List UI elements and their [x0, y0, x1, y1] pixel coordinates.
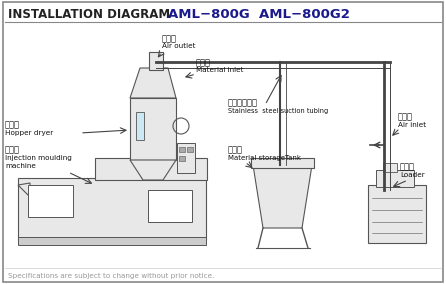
Text: 排風口: 排風口 — [162, 34, 177, 43]
Bar — [148, 190, 192, 222]
Text: 帹燥機: 帹燥機 — [5, 120, 20, 129]
Text: 吸風口: 吸風口 — [398, 112, 413, 121]
Bar — [251, 158, 314, 168]
Text: INSTALLATION DIAGRAM: INSTALLATION DIAGRAM — [8, 7, 170, 20]
Text: Loader: Loader — [400, 172, 425, 178]
Bar — [18, 178, 206, 240]
Bar — [179, 156, 185, 161]
Text: Specifications are subject to change without prior notice.: Specifications are subject to change wit… — [8, 273, 215, 279]
Bar — [368, 185, 426, 243]
Bar — [95, 158, 207, 180]
Bar — [376, 170, 414, 187]
Bar — [130, 98, 176, 160]
Text: 不锈鴻吸料管: 不锈鴻吸料管 — [228, 98, 258, 107]
Bar — [177, 143, 195, 173]
Text: Air outlet: Air outlet — [162, 43, 195, 49]
Bar — [18, 237, 206, 245]
Polygon shape — [253, 165, 312, 228]
Bar — [136, 112, 144, 140]
Bar — [28, 185, 73, 217]
Text: 注塑機: 注塑機 — [5, 145, 20, 154]
Text: Hopper dryer: Hopper dryer — [5, 130, 53, 136]
Text: Air inlet: Air inlet — [398, 122, 426, 128]
Text: Stainless  steel suction tubing: Stainless steel suction tubing — [228, 108, 328, 114]
Text: 吸料機: 吸料機 — [400, 162, 415, 171]
Text: Material storageTank: Material storageTank — [228, 155, 301, 161]
Text: AML−800G  AML−800G2: AML−800G AML−800G2 — [168, 7, 350, 20]
Text: machine: machine — [5, 163, 36, 169]
Bar — [383, 163, 397, 172]
Text: Injection moulding: Injection moulding — [5, 155, 72, 161]
Polygon shape — [130, 68, 176, 98]
Text: 備料櫃: 備料櫃 — [228, 145, 243, 154]
Text: 吸料口: 吸料口 — [196, 58, 211, 67]
Bar — [179, 147, 185, 152]
Text: Material inlet: Material inlet — [196, 67, 244, 73]
Bar — [187, 147, 193, 152]
Bar — [149, 52, 163, 70]
Polygon shape — [130, 160, 176, 180]
Polygon shape — [18, 183, 30, 197]
